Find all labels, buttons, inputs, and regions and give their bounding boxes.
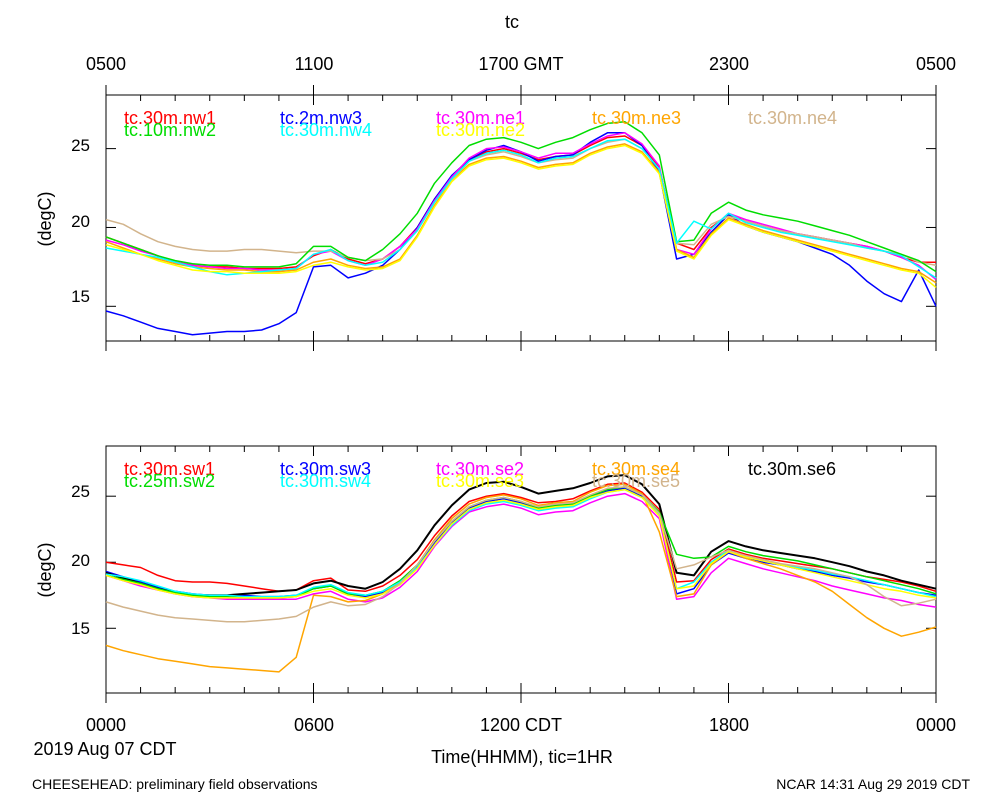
series-line-tc-10m-nw2	[105, 121, 937, 273]
panel-top-ylabel: (degC)	[35, 191, 55, 246]
legend-label: tc.30m.sw1	[124, 459, 215, 479]
series-line-tc-30m-sw4	[105, 488, 937, 598]
series-line-tc-30m-se3	[105, 488, 937, 599]
legend-label: tc.30m.ne3	[592, 108, 681, 128]
chart-title: tc	[505, 12, 519, 32]
series-line-tc-30m-se4	[105, 483, 937, 673]
footer-left: CHEESEHEAD: preliminary field observatio…	[32, 776, 318, 792]
panel-top-legend: tc.30m.nw1 tc.2m.nw3 tc.30m.ne1 tc.30m.ne3 t…	[124, 108, 837, 140]
series-line-tc-30m-ne2	[105, 144, 937, 288]
legend-label: tc.2m.nw3	[280, 108, 362, 128]
panel-bottom-ylabel: (degC)	[35, 542, 55, 597]
panel-bottom-legend: tc.30m.sw1 tc.30m.sw3 tc.30m.se2 tc.30m.se4…	[124, 459, 836, 491]
panel-top-ticks	[105, 85, 937, 351]
series-line-tc-30m-nw4	[105, 138, 937, 279]
legend-label: tc.30m.se4	[592, 459, 680, 479]
bottom-axis-label: 0600	[294, 715, 334, 735]
top-axis-label: 2300	[709, 54, 749, 74]
series-line-tc-30m-se5	[105, 486, 937, 623]
ytick-label: 25	[71, 482, 90, 501]
x-axis-title: Time(HHMM), tic=1HR	[431, 747, 613, 767]
legend-label: tc.30m.se6	[748, 459, 836, 479]
top-axis-label: 0500	[916, 54, 956, 74]
ytick-label: 20	[71, 551, 90, 570]
legend-label: tc.30m.nw1	[124, 108, 216, 128]
ytick-label: 15	[71, 287, 90, 306]
legend-label: tc.30m.nw4	[280, 120, 372, 140]
legend-label: tc.25m.sw2	[124, 471, 215, 491]
bottom-axis-label: 1800	[709, 715, 749, 735]
panel-top-series	[105, 121, 937, 336]
ytick-label: 20	[71, 212, 90, 231]
bottom-axis-label: 1200 CDT	[480, 715, 562, 735]
top-axis-label: 1700 GMT	[478, 54, 563, 74]
legend-label: tc.30m.ne4	[748, 108, 837, 128]
legend-label: tc.30m.ne2	[436, 120, 525, 140]
legend-label: tc.30m.se5	[592, 471, 680, 491]
series-line-tc-30m-se2	[105, 492, 937, 608]
legend-label: tc.30m.ne1	[436, 108, 525, 128]
legend-label: tc.30m.se2	[436, 459, 524, 479]
legend-label: tc.30m.sw4	[280, 471, 371, 491]
ytick-label: 25	[71, 136, 90, 155]
series-line-tc-30m-ne3	[105, 143, 937, 284]
series-line-tc-30m-se6	[105, 474, 937, 597]
ytick-label: 15	[71, 619, 90, 638]
top-axis-label: 0500	[86, 54, 126, 74]
panel-bottom-series	[105, 474, 937, 673]
bottom-axis-label: 0000	[86, 715, 126, 735]
legend-label: tc.30m.sw3	[280, 459, 371, 479]
footer-right: NCAR 14:31 Aug 29 2019 CDT	[776, 776, 970, 792]
panel-bottom-ticks	[105, 446, 937, 703]
series-line-tc-30m-sw1	[105, 482, 937, 593]
bottom-axis-label: 0000	[916, 715, 956, 735]
legend-label: tc.30m.se3	[436, 471, 524, 491]
legend-label: tc.10m.nw2	[124, 120, 216, 140]
top-axis-label: 1100	[295, 54, 334, 74]
series-line-tc-30m-ne4	[105, 138, 937, 267]
date-label: 2019 Aug 07 CDT	[33, 739, 176, 759]
